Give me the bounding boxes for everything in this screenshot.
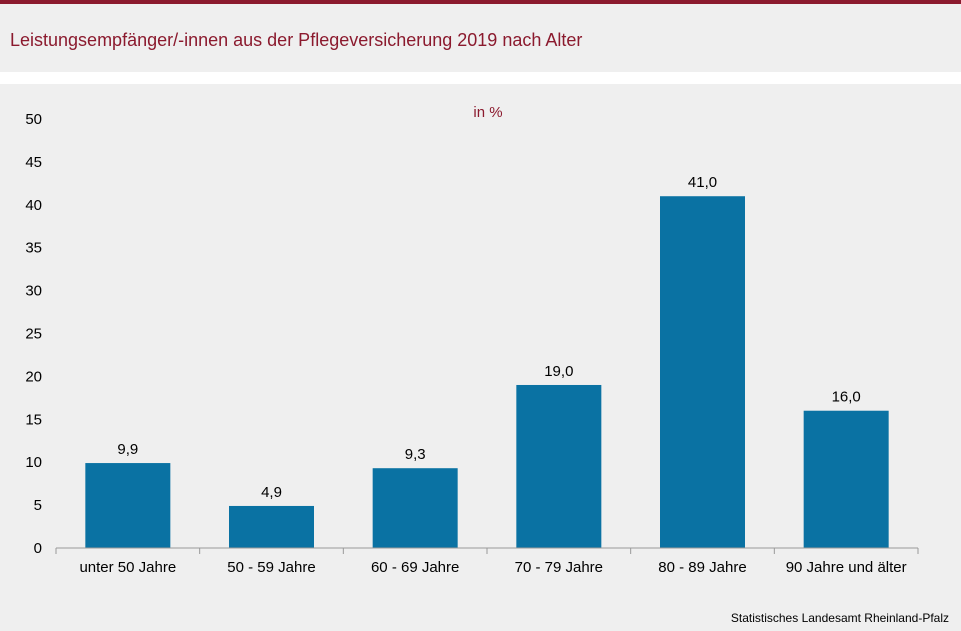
bar — [85, 463, 171, 548]
bar — [372, 468, 458, 548]
x-category-label: 70 - 79 Jahre — [515, 559, 603, 576]
y-tick-label: 20 — [25, 368, 42, 385]
top-accent-bar — [0, 0, 961, 4]
x-category-label: 60 - 69 Jahre — [371, 559, 459, 576]
y-tick-label: 35 — [25, 240, 42, 257]
y-tick-label: 40 — [25, 197, 42, 214]
chart-title: Leistungsempfänger/-innen aus der Pflege… — [10, 30, 583, 50]
bar — [803, 410, 889, 548]
y-tick-label: 45 — [25, 154, 42, 171]
x-category-label: 80 - 89 Jahre — [658, 559, 746, 576]
bar-value-label: 9,3 — [405, 446, 426, 463]
y-tick-label: 30 — [25, 283, 42, 300]
x-category-label: 50 - 59 Jahre — [227, 559, 315, 576]
bar-value-label: 16,0 — [832, 389, 861, 406]
x-category-label: 90 Jahre und älter — [786, 559, 907, 576]
y-tick-label: 50 — [25, 111, 42, 128]
bar — [229, 505, 314, 548]
y-tick-label: 15 — [25, 411, 42, 428]
bar-value-label: 41,0 — [688, 174, 717, 191]
bar-value-label: 19,0 — [544, 363, 573, 380]
bar-value-label: 4,9 — [261, 484, 282, 501]
bar — [516, 384, 602, 548]
bar — [660, 196, 745, 548]
y-tick-label: 10 — [25, 454, 42, 471]
x-category-label: unter 50 Jahre — [79, 559, 176, 576]
header-divider — [0, 72, 961, 84]
y-tick-label: 0 — [34, 540, 42, 557]
unit-label: in % — [473, 104, 503, 121]
y-tick-label: 5 — [34, 497, 42, 514]
y-tick-label: 25 — [25, 326, 42, 343]
bar-value-label: 9,9 — [117, 441, 138, 458]
source-note: Statistisches Landesamt Rheinland-Pfalz — [730, 611, 949, 625]
